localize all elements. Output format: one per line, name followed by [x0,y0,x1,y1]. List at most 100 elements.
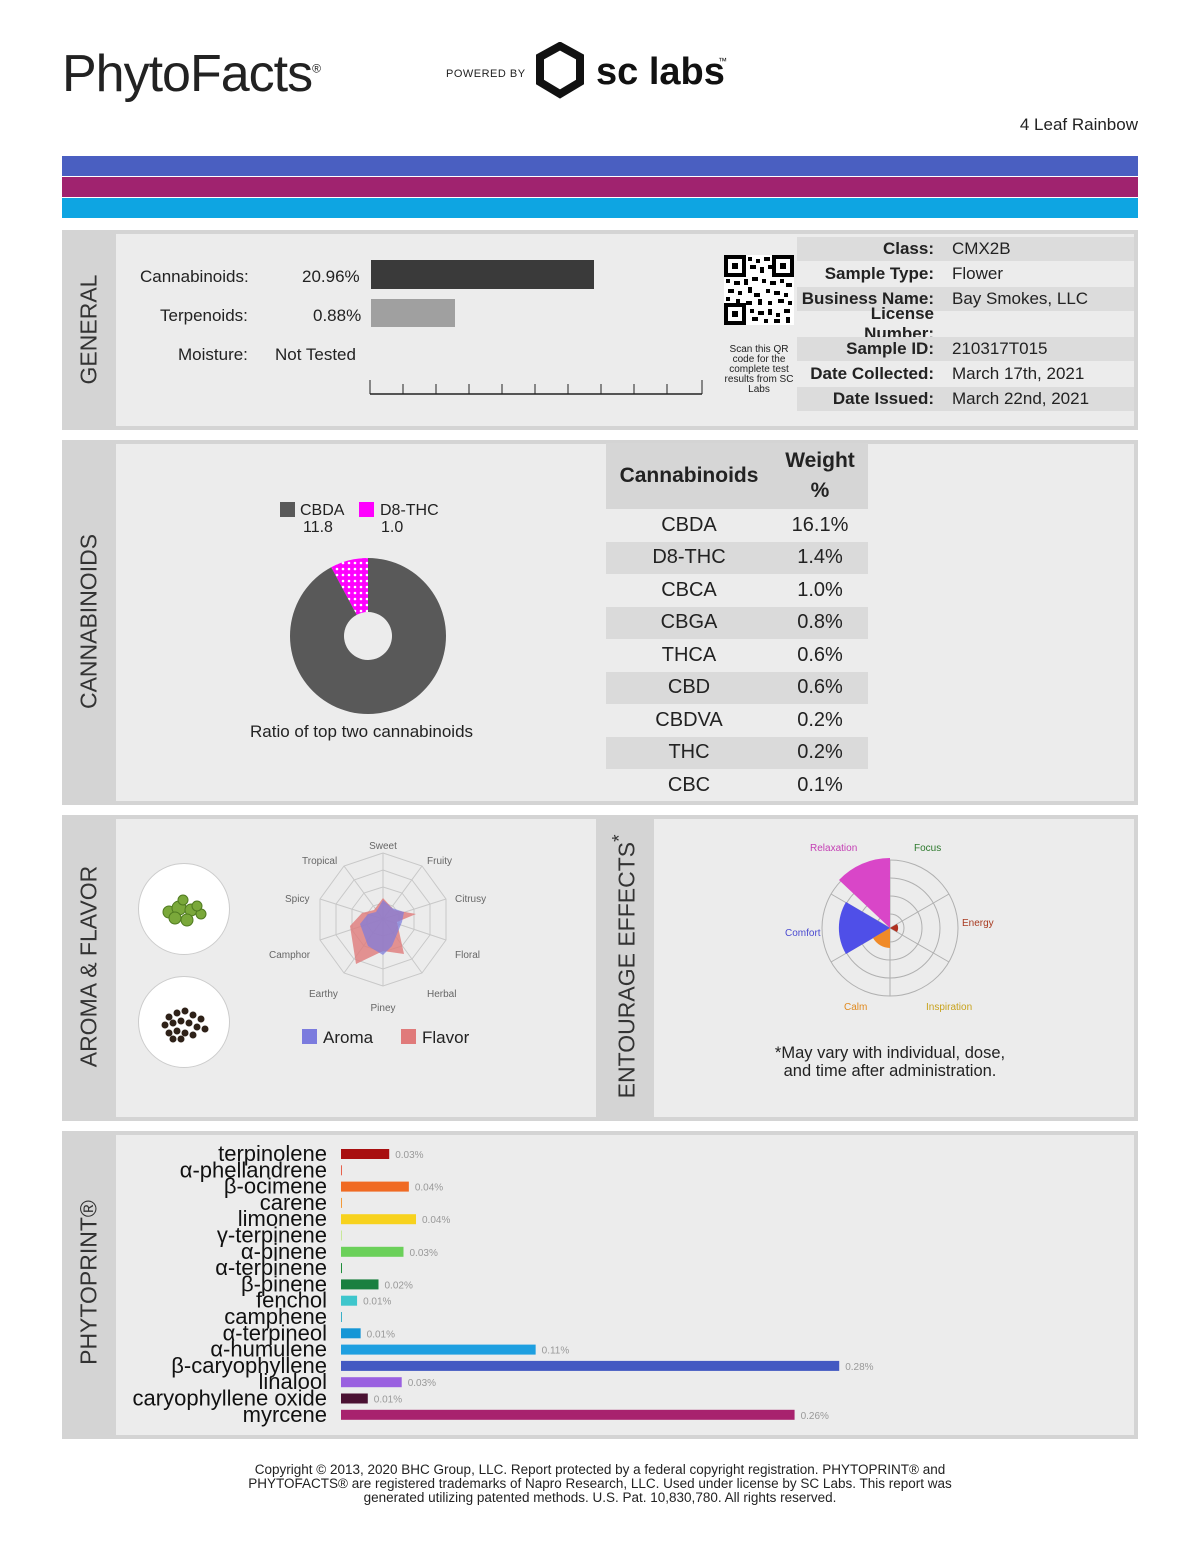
terpene-value-label: 0.01% [363,1297,391,1308]
cannabinoids-bar [371,260,594,289]
terpene-value-label: 0.03% [408,1378,436,1389]
table-row: CBC 0.1% [667,773,843,796]
terpene-label: myrcene [243,1402,327,1427]
phytoprint-section-label: PHYTOPRINT® [75,1200,102,1365]
terpene-bar [341,1409,795,1420]
sample-info-table: Class: CMX2B Sample Type: Flower Business … [797,237,1134,413]
qr-caption: Scan this QR code for the complete test … [724,344,794,395]
general-panel: GENERAL [62,230,1138,430]
info-row-date-issued: Date Issued: March 22nd, 2021 [797,387,1134,411]
phytoprint-panel: PHYTOPRINT® [62,1131,1138,1439]
terpene-label: linalool [259,1369,328,1394]
copyright-footer: Copyright © 2013, 2020 BHC Group, LLC. R… [248,1462,952,1505]
terpene-label: fenchol [256,1288,327,1313]
terpene-label: caryophyllene oxide [133,1386,327,1411]
pie-slice-d8-thc [331,558,368,615]
radar-label-spicy: Spicy [285,894,309,905]
table-row: D8-THC 1.4% [606,541,868,574]
effect-label-comfort: Comfort [785,928,821,939]
terpene-value-label: 0.03% [410,1248,438,1259]
legend-cbda-label: CBDA [300,502,345,519]
stripe-purple [62,177,1138,197]
radar-label-herbal: Herbal [427,989,456,1000]
table-row: THC 0.2% [606,736,868,769]
terpene-bar [341,1263,342,1274]
effect-label-energy: Energy [962,918,994,929]
sc-logo-text: sc labs [596,51,725,93]
general-section-label: GENERAL [75,274,102,385]
pie-caption: Ratio of top two cannabinoids [250,722,474,741]
general-scale-axis [369,380,703,395]
legend-cbda-value: 11.8 [303,519,333,536]
terpene-label: α-phellandrene [180,1157,327,1182]
terpene-bar [341,1328,361,1339]
cannabinoids-panel: CANNABINOIDS [62,440,1138,805]
brand-title: PhytoFacts® [62,45,321,103]
cannabinoids-section-label: CANNABINOIDS [75,533,102,710]
terpene-label: γ-terpinene [217,1223,327,1248]
info-row-license-number: License Number: [864,304,934,343]
legend-cbda-swatch [280,502,295,517]
pie-slice-cbda [290,558,446,714]
terpene-bar [341,1230,342,1241]
terpene-value-label: 0.03% [395,1150,423,1161]
terpene-bar [341,1149,390,1159]
legend-aroma-swatch [302,1029,317,1044]
terpene-bar [341,1214,416,1225]
effect-label-focus: Focus [914,843,941,854]
info-row-class: Class: CMX2B [797,237,1134,261]
stripe-blue [62,156,1138,176]
terpene-bar [341,1165,342,1176]
sc-labs-logo: sc labs ™ [536,41,736,107]
qr-code-icon[interactable] [724,255,794,325]
entourage-section-label: ENTOURAGE EFFECTS* [609,834,640,1099]
effect-label-calm: Calm [844,1002,867,1013]
terpene-bar [341,1197,342,1208]
terpene-bar [341,1181,409,1192]
effect-label-relaxation: Relaxation [810,843,857,854]
peppercorn-image [138,976,230,1068]
cannabinoids-value: 20.96% [302,267,360,286]
terpene-label: α-terpineol [223,1320,327,1345]
legend-aroma-label: Aroma [323,1028,374,1047]
terpenoids-label: Terpenoids: [160,306,248,325]
cannabinoids-label: Cannabinoids: [140,267,249,286]
moisture-label: Moisture: [178,345,248,364]
entourage-effects-chart: Relaxation Focus Energy Inspiration Calm… [785,843,994,1013]
terpene-label: β-pinene [241,1271,327,1296]
terpene-bar [341,1360,840,1371]
table-row: CBGA 0.8% [606,606,868,639]
terpene-value-label: 0.26% [801,1411,829,1422]
terpenoids-value: 0.88% [313,306,362,325]
terpene-bar [341,1279,379,1290]
radar-label-floral: Floral [455,950,480,961]
terpenoids-bar [371,299,455,327]
terpene-label: camphene [224,1304,327,1329]
info-row-date-collected: Date Collected: March 17th, 2021 [810,364,1085,383]
terpene-label: limonene [238,1206,327,1231]
terpene-bar [341,1377,402,1388]
stripe-cyan [62,198,1138,218]
info-row-business-name: Business Name: Bay Smokes, LLC [797,287,1134,311]
terpene-value-label: 0.28% [845,1362,873,1373]
terpene-label: carene [260,1190,327,1215]
terpene-label: β-caryophyllene [171,1353,327,1378]
terpene-bar [341,1312,342,1322]
svg-text:™: ™ [718,56,727,66]
terpene-label: β-ocimene [224,1174,327,1199]
entourage-note: *May vary with individual, dose, and tim… [774,1044,1006,1080]
strain-name: 4 Leaf Rainbow [1019,115,1138,134]
radar-label-earthy: Earthy [309,989,338,1000]
table-row: CBDVA 0.2% [655,708,843,731]
radar-label-fruity: Fruity [427,856,452,867]
terpene-label: α-terpinene [215,1255,327,1280]
radar-label-tropical: Tropical [302,856,337,867]
cannabinoid-table-header: Cannabinoids Weight% [606,443,868,509]
terpene-value-label: 0.04% [415,1183,443,1194]
legend-d8thc-swatch [359,502,374,517]
legend-d8thc-label: D8-THC [380,502,439,519]
terpene-value-label: 0.01% [374,1395,402,1406]
table-row: THCA 0.6% [661,643,843,666]
info-row-sample-id: Sample ID: 210317T015 [797,337,1134,361]
radar-label-citrusy: Citrusy [455,894,486,905]
